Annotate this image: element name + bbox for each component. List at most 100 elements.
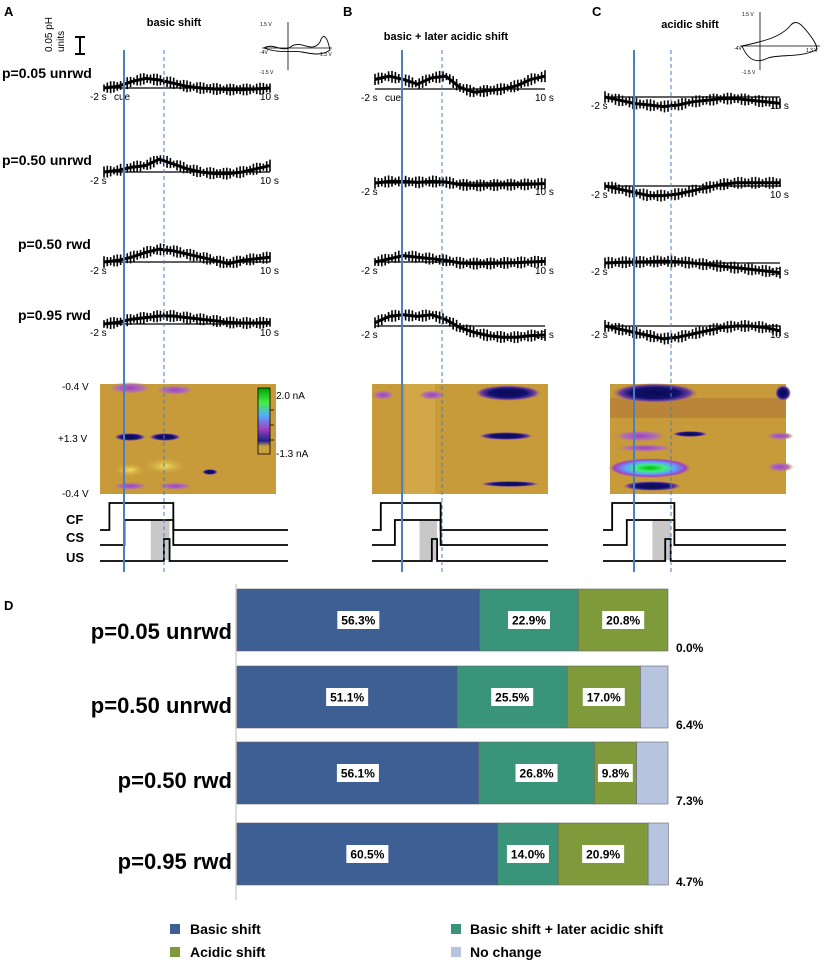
condition-label-0: p=0.05 unrwd xyxy=(2,65,92,81)
trace-line xyxy=(374,74,546,94)
tick-start: -2 s xyxy=(591,330,608,341)
bar-category-0: p=0.05 unrwd xyxy=(91,619,232,644)
tick-end: 10 s xyxy=(535,93,554,104)
legend-label-basic: Basic shift xyxy=(190,921,261,937)
panel-a-title: basic shift xyxy=(147,17,202,29)
trace-a-2: -2 s 10 s xyxy=(90,243,279,277)
timing-cs xyxy=(100,519,288,546)
trace-b-1: -2 s 10 s xyxy=(361,175,554,198)
bar-category-1: p=0.50 unrwd xyxy=(91,693,232,718)
scale-bar-value: 0.05 pH xyxy=(44,17,55,52)
timing-cs xyxy=(603,519,786,546)
timing-us xyxy=(603,538,786,562)
legend-swatch-acidic xyxy=(170,947,180,957)
bar-label-3-0: 60.5% xyxy=(350,848,384,862)
tick-start: -2 s xyxy=(361,266,378,277)
bar-label-3-1: 14.0% xyxy=(511,848,545,862)
trace-a-0: -2 s 10 s cue xyxy=(90,73,279,103)
colorplot-a xyxy=(100,382,276,494)
panel-d-letter: D xyxy=(4,598,13,613)
bar-label-bg-2-0 xyxy=(336,764,379,782)
timing-cf xyxy=(100,502,288,531)
colorplot-c xyxy=(608,383,794,494)
panel-b-letter: B xyxy=(343,4,352,19)
legend-label-acidic: Acidic shift xyxy=(190,944,266,960)
legend-label-no-change: No change xyxy=(470,944,542,960)
bar-label-bg-1-0 xyxy=(326,688,369,706)
bar-label-1-3: 6.4% xyxy=(676,718,704,732)
trace-c-1: -2 s 10 s xyxy=(591,176,789,202)
timing-diagram-a xyxy=(100,502,288,562)
bar-label-bg-1-1 xyxy=(491,688,534,706)
trace-line xyxy=(103,76,271,92)
bar-label-0-1: 22.9% xyxy=(512,614,546,628)
bar-label-2-1: 26.8% xyxy=(520,767,554,781)
tick-start: -2 s xyxy=(90,92,107,103)
colorplot-b xyxy=(371,384,548,494)
timing-diagram-b xyxy=(372,502,548,562)
timing-us xyxy=(372,538,548,562)
condition-label-1: p=0.50 unrwd xyxy=(2,152,92,168)
tick-end: 10 s xyxy=(260,92,279,103)
timing-shade xyxy=(150,520,170,560)
bar-category-2: p=0.50 rwd xyxy=(118,768,232,793)
bar-label-bg-3-0 xyxy=(346,845,389,863)
trace-line xyxy=(103,247,271,266)
timing-shade xyxy=(419,520,438,560)
trace-line xyxy=(103,157,271,176)
timing-cf xyxy=(372,502,548,531)
panel-c-letter: C xyxy=(592,4,602,19)
timing-diagrams xyxy=(100,502,786,562)
colorplot-ytick-2: -0.4 V xyxy=(62,489,89,500)
bar-label-3-2: 20.9% xyxy=(586,848,620,862)
tick-start: -2 s xyxy=(90,266,107,277)
scale-bar: 0.05 pH units xyxy=(44,17,85,55)
trace-a-3: -2 s 10 s xyxy=(90,310,279,339)
colorbar-min: -1.3 nA xyxy=(276,449,309,460)
tick-start: -2 s xyxy=(591,267,608,278)
legend-swatch-no-change xyxy=(451,947,461,957)
timing-diagram-c xyxy=(603,502,786,562)
event-lines xyxy=(123,50,672,572)
tick-end: 10 s xyxy=(260,266,279,277)
tick-end: 10 s xyxy=(260,176,279,187)
trace-b-3: -2 s 10 s xyxy=(361,309,554,344)
colorbar-max: 2.0 nA xyxy=(276,391,305,402)
timing-us xyxy=(100,538,288,562)
tick-end: 10 s xyxy=(770,190,789,201)
timing-cf xyxy=(603,502,786,531)
timing-shade xyxy=(652,520,671,560)
bar-label-3-3: 4.7% xyxy=(676,875,704,889)
trace-c-2: -2 s 10 s xyxy=(591,255,789,279)
bar-label-bg-0-0 xyxy=(337,611,380,629)
bar-segment-1-3 xyxy=(640,665,669,729)
bar-label-0-3: 0.0% xyxy=(676,641,704,655)
cv-c-top: 1.5 V xyxy=(742,12,754,18)
bar-label-bg-0-1 xyxy=(508,611,551,629)
tick-start: -2 s xyxy=(90,328,107,339)
trace-line xyxy=(374,254,546,266)
colorplot-ytick-1: +1.3 V xyxy=(58,434,88,445)
legend-swatch-basic xyxy=(170,924,180,934)
bar-label-bg-3-2 xyxy=(582,845,625,863)
panel-a-letter: A xyxy=(4,4,14,19)
tick-cue: cue xyxy=(114,92,131,103)
bar-label-0-0: 56.3% xyxy=(341,614,375,628)
timing-cs xyxy=(372,519,548,546)
tick-start: -2 s xyxy=(591,101,608,112)
legend-swatch-basic-later-acidic xyxy=(451,924,461,934)
timing-label-cs: CS xyxy=(66,530,84,545)
tick-end: 10 s xyxy=(260,328,279,339)
bar-label-bg-2-1 xyxy=(515,764,558,782)
colorbar: 2.0 nA -1.3 nA xyxy=(257,387,309,460)
colorplot-ytick-0: -0.4 V xyxy=(62,382,89,393)
tick-start: -2 s xyxy=(591,190,608,201)
tick-end: 10 s xyxy=(535,187,554,198)
tick-cue: cue xyxy=(385,93,402,104)
cv-inset-c: 1.5 V -1.5 V -4V 1.3 V xyxy=(734,12,820,76)
bar-label-1-1: 25.5% xyxy=(495,691,529,705)
cv-c-right: 1.3 V xyxy=(806,48,818,54)
bar-label-bg-0-2 xyxy=(602,611,645,629)
bar-label-1-0: 51.1% xyxy=(330,691,364,705)
cv-a-bottom: -1.5 V xyxy=(260,70,274,76)
